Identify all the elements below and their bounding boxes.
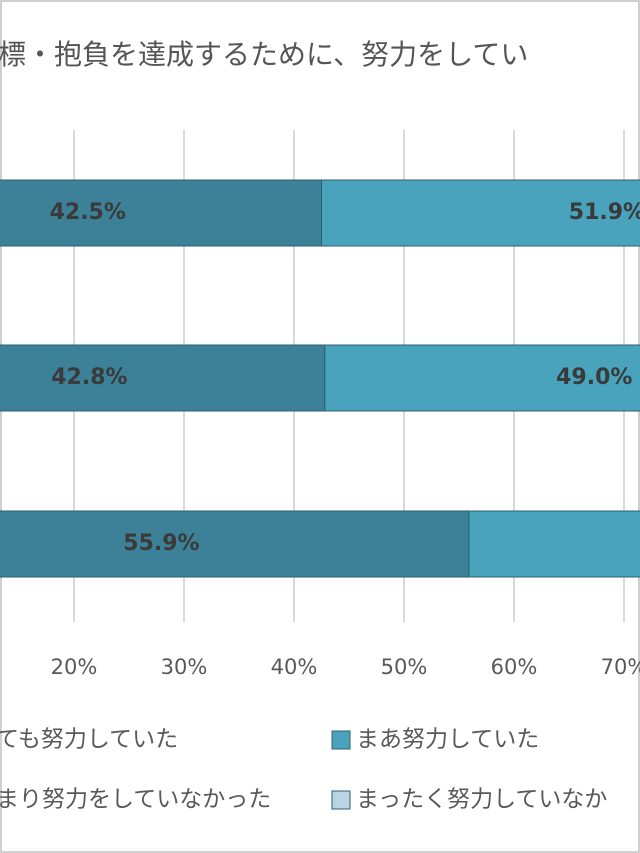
chart-title: 標・抱負を達成するために、努力をしてい (0, 38, 528, 71)
x-tick-label: 40% (271, 655, 318, 679)
bar-segment (0, 179, 322, 247)
data-label: 42.5% (50, 200, 126, 225)
bar-segment (324, 344, 640, 412)
legend-label: まったく努力していなか (356, 787, 607, 813)
data-label: 51.9% (569, 200, 640, 225)
legend-swatch (331, 790, 351, 810)
legend-label: まり努力をしていなかった (0, 787, 271, 813)
data-label: 42.8% (51, 365, 127, 390)
legend-label: ても努力していた (0, 727, 178, 753)
bar-segment (468, 510, 640, 578)
bar-segment (0, 344, 326, 412)
bar-segment (0, 510, 470, 578)
bar-segment (321, 179, 640, 247)
x-tick-label: 30% (161, 655, 208, 679)
data-label: 55.9% (123, 531, 199, 556)
legend-swatch (331, 730, 351, 750)
x-tick-label: 50% (381, 655, 428, 679)
x-tick-label: 70% (601, 655, 640, 679)
bars: 42.5% 51.9% 42.8% 49.0% 55.9% (0, 179, 640, 578)
x-tick-label: 60% (491, 655, 538, 679)
legend-label: まあ努力していた (356, 727, 539, 753)
x-tick-label: 20% (51, 655, 98, 679)
data-label: 49.0% (556, 365, 632, 390)
